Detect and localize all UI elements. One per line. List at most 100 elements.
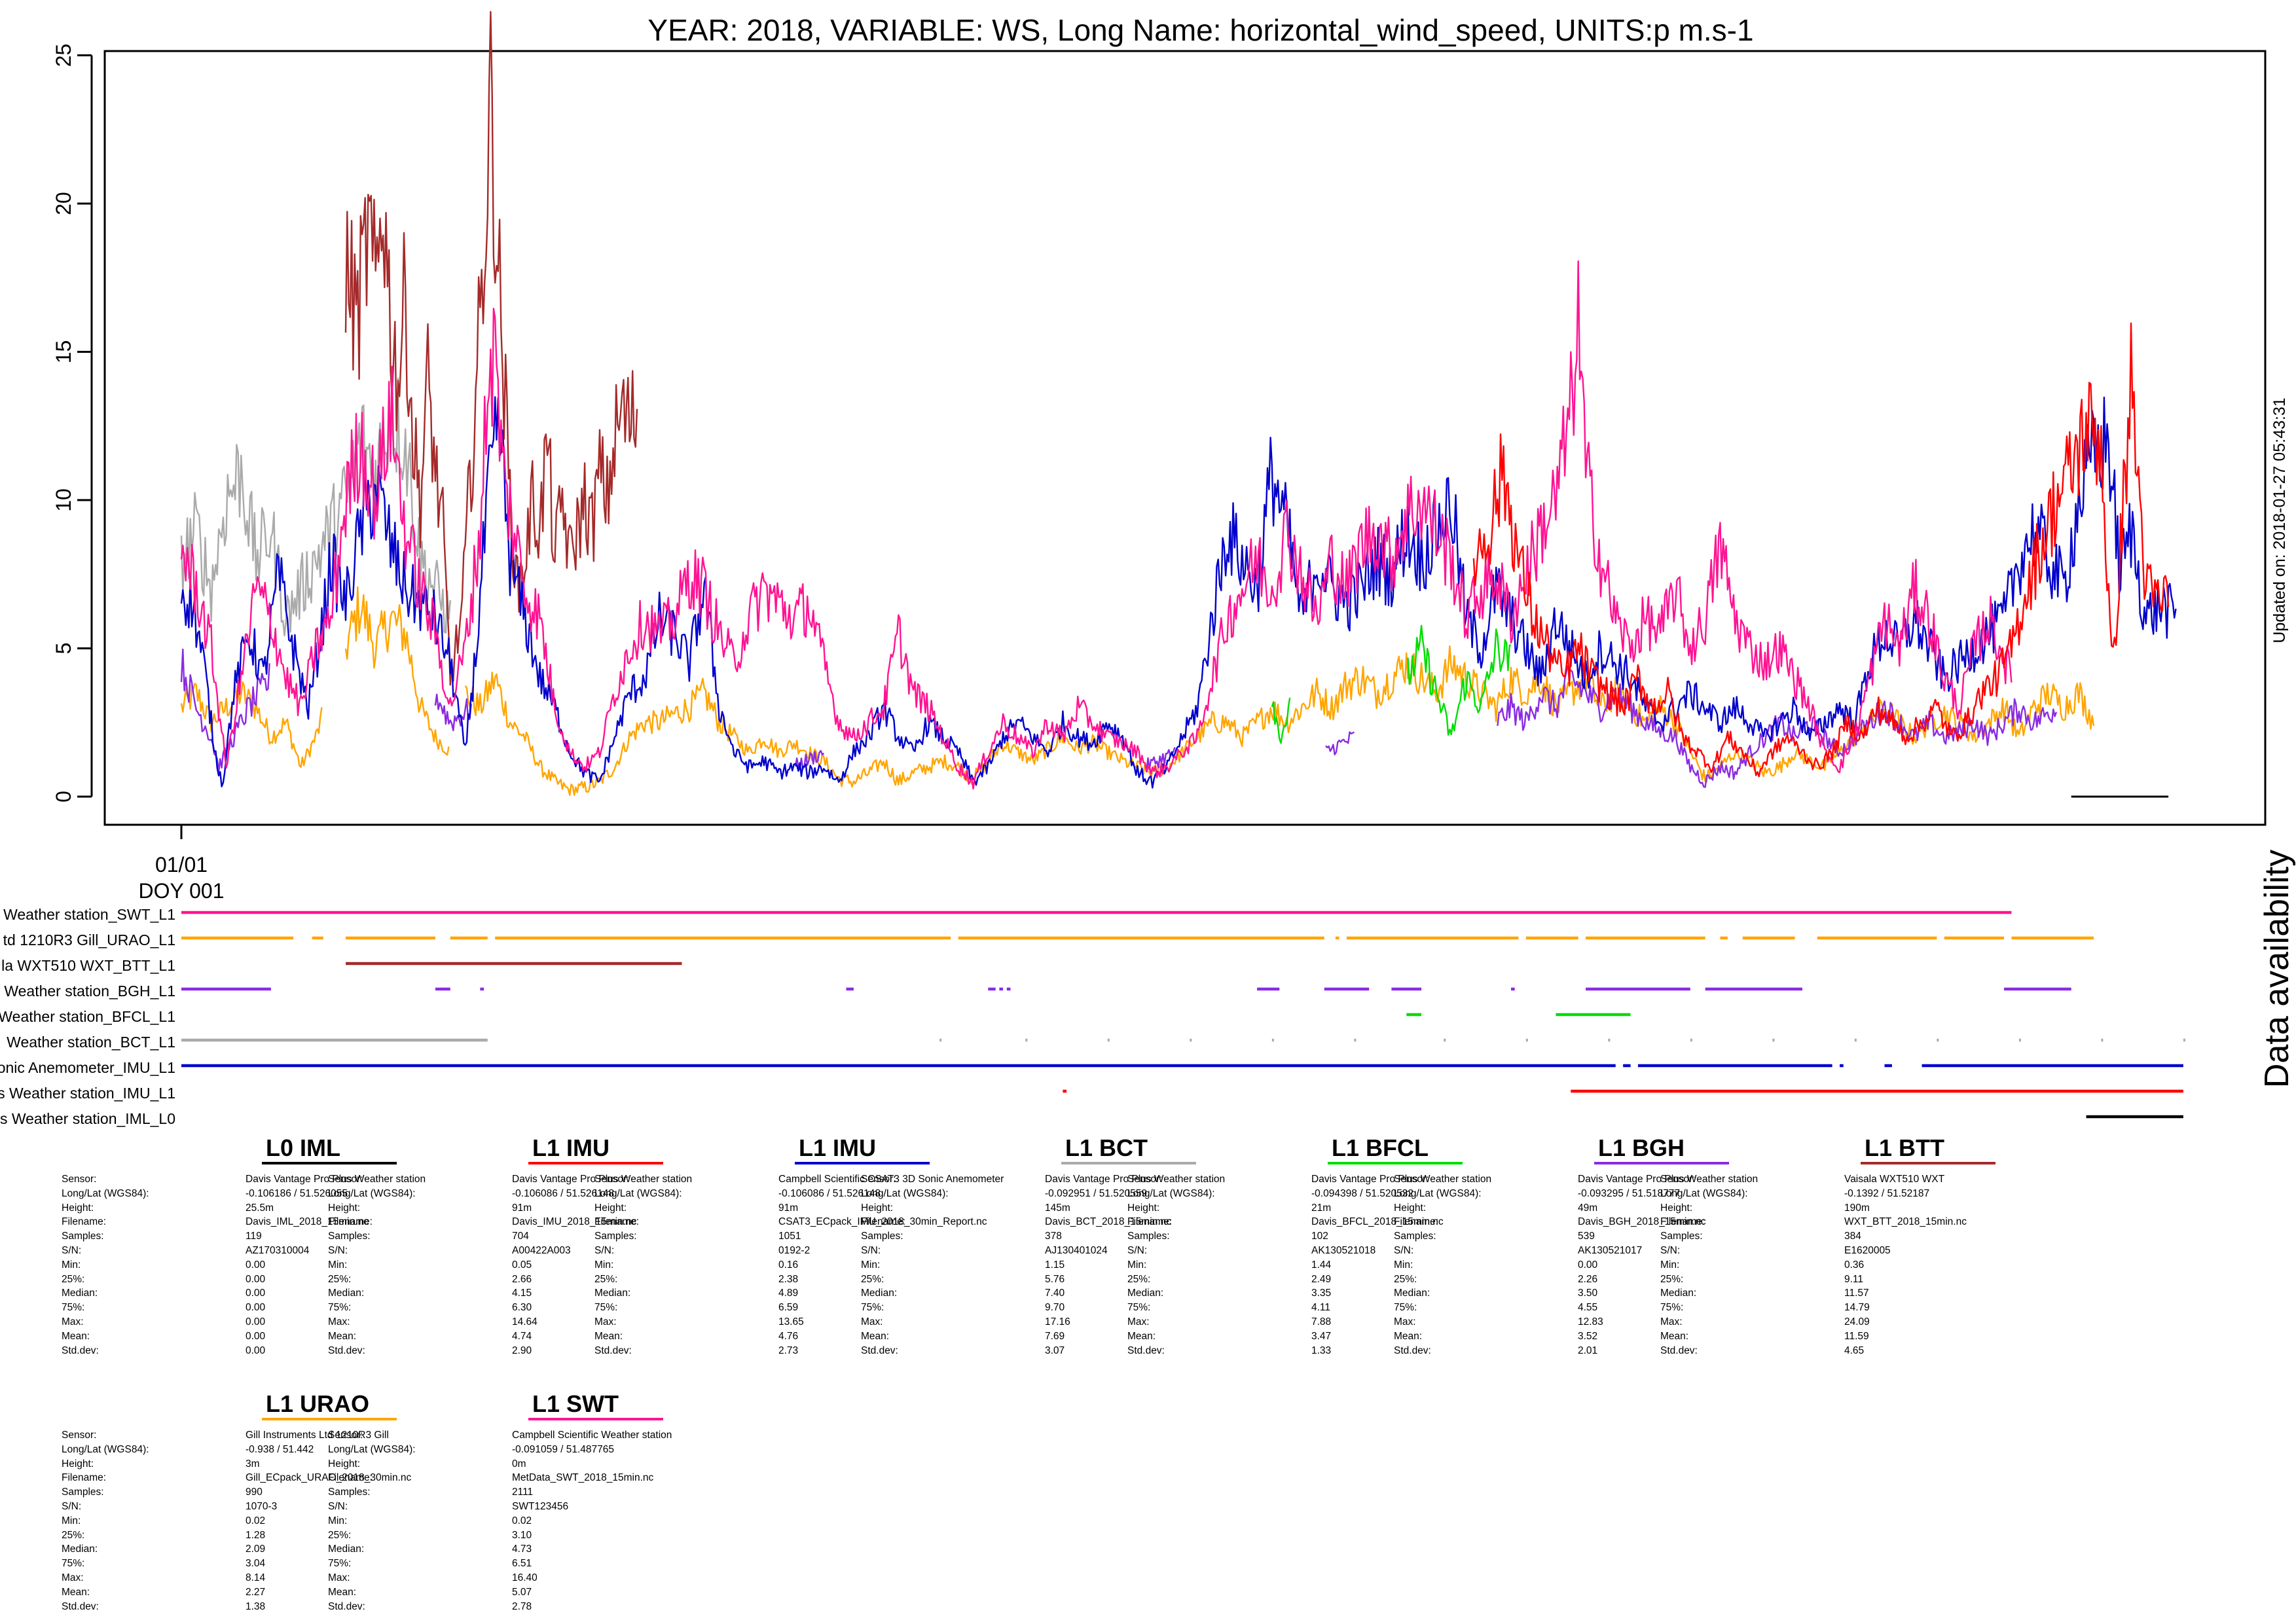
stats-row-label: Long/Lat (WGS84):: [1660, 1187, 1748, 1199]
stats-row-label: Mean:: [328, 1586, 357, 1598]
stats-value: 0.00: [1578, 1259, 1598, 1271]
availability-label: Weather station_SWT_L1: [3, 906, 175, 923]
stats-row-label: Min:: [62, 1515, 81, 1526]
y-axis: 0 5 10 15 20 25: [52, 44, 93, 803]
stats-value: 9.11: [1844, 1273, 1864, 1285]
stats-row-label: Mean:: [328, 1330, 357, 1342]
stats-row-label: Std.dev:: [1394, 1344, 1431, 1356]
stats-value: 0.02: [512, 1515, 532, 1526]
stats-row-label: Height:: [1660, 1202, 1693, 1214]
stats-row-label: Max:: [328, 1316, 350, 1327]
stats-block-color-line: [262, 1162, 397, 1164]
stats-row-label: Sensor:: [594, 1174, 630, 1185]
stats-row-label: Height:: [62, 1202, 94, 1214]
stats-value: 3.04: [246, 1558, 266, 1570]
stats-row-label: Std.dev:: [62, 1600, 99, 1612]
stats-value: 3.47: [1311, 1330, 1332, 1342]
stats-value: 24.09: [1844, 1316, 1870, 1327]
stats-row-label: Samples:: [861, 1231, 903, 1242]
stats-row-label: 25%:: [62, 1529, 85, 1541]
stats-value: 3.10: [512, 1529, 532, 1541]
stats-row-label: Std.dev:: [328, 1600, 365, 1612]
stats-value: 2.26: [1578, 1273, 1598, 1285]
stats-row-label: Median:: [1127, 1288, 1164, 1299]
stats-row-labels: Sensor: Long/Lat (WGS84): Height: Filename:…: [62, 1172, 149, 1358]
stats-value: 14.64: [512, 1316, 538, 1327]
stats-row-label: 75%:: [62, 1558, 85, 1570]
stats-block-color-line: [262, 1418, 397, 1420]
stats-row-label: Max:: [62, 1316, 84, 1327]
series-line-bct-l1: [180, 377, 451, 637]
stats-row-label: S/N:: [328, 1244, 348, 1256]
stats-row-label: Max:: [62, 1572, 84, 1583]
stats-row-label: Samples:: [62, 1487, 104, 1498]
stats-block-title: L1 BCT: [1065, 1134, 1148, 1161]
stats-row-label: Median:: [62, 1288, 98, 1299]
stats-row-label: Median:: [62, 1543, 98, 1555]
stats-row-label: Long/Lat (WGS84):: [861, 1187, 949, 1199]
stats-row-label: Filename:: [1660, 1216, 1705, 1228]
stats-row-label: Min:: [1660, 1259, 1680, 1271]
stats-row-label: Mean:: [1394, 1330, 1423, 1342]
stats-row-label: Long/Lat (WGS84):: [1394, 1187, 1482, 1199]
stats-row-label: Samples:: [328, 1231, 371, 1242]
stats-row-label: Samples:: [1394, 1231, 1436, 1242]
stats-value: E1620005: [1844, 1244, 1891, 1256]
stats-block-title: L1 IMU: [799, 1134, 877, 1161]
stats-value: Davis Vantage Pro Plus Weather station: [512, 1174, 693, 1185]
stats-block-color-line: [1061, 1162, 1196, 1164]
stats-row-label: Max:: [1660, 1316, 1683, 1327]
stats-value: Campbell Scientific CSAT3 3D Sonic Anemo…: [778, 1174, 1004, 1185]
stats-block-title: L0 IML: [266, 1134, 340, 1161]
series-line-bgh-l1: [180, 648, 2058, 788]
stats-value: 14.79: [1844, 1302, 1870, 1314]
stats-value: 1.28: [246, 1529, 266, 1541]
stats-value: 990: [246, 1487, 263, 1498]
stats-row-label: 25%:: [861, 1273, 884, 1285]
stats-value: 8.14: [246, 1572, 266, 1583]
stats-row-label: Min:: [861, 1259, 881, 1271]
stats-row-label: Sensor:: [328, 1174, 363, 1185]
stats-row-label: Samples:: [1660, 1231, 1703, 1242]
stats-row-label: S/N:: [861, 1244, 881, 1256]
stats-value: 190m: [1844, 1202, 1870, 1214]
stats-value: CSAT3_ECpack_IMU_2018_30min_Report.nc: [778, 1216, 987, 1228]
stats-value: -0.938 / 51.442: [246, 1443, 314, 1455]
stats-row-label: Long/Lat (WGS84):: [1127, 1187, 1215, 1199]
series-line-btt-l1: [344, 10, 638, 686]
stats-value: 7.69: [1045, 1330, 1065, 1342]
x-tick-doy: DOY 001: [138, 879, 224, 903]
stats-value: Davis Vantage Pro Plus Weather station: [1311, 1174, 1492, 1185]
stats-row-label: 75%:: [861, 1302, 884, 1314]
stats-row-label: 25%:: [1660, 1273, 1684, 1285]
stats-value: 16.40: [512, 1572, 538, 1583]
stats-value: A00422A003: [512, 1244, 571, 1256]
stats-block-title: L1 URAO: [266, 1390, 370, 1417]
stats-row-label: S/N:: [1660, 1244, 1681, 1256]
stats-row-label: 75%:: [1394, 1302, 1417, 1314]
stats-row-label: Mean:: [62, 1330, 90, 1342]
stats-row-label: 75%:: [328, 1558, 352, 1570]
series-line-bfcl-l1: [1271, 624, 1512, 744]
stats-values: Campbell Scientific Weather station -0.09…: [512, 1428, 672, 1614]
stats-row-label: Mean:: [1127, 1330, 1156, 1342]
stats-value: MetData_SWT_2018_15min.nc: [512, 1472, 654, 1484]
stats-value: 2.01: [1578, 1344, 1598, 1356]
stats-row-label: Median:: [1660, 1288, 1697, 1299]
stats-row-label: Min:: [594, 1259, 614, 1271]
stats-value: 2.73: [778, 1344, 799, 1356]
stats-value: 1.44: [1311, 1259, 1332, 1271]
stats-row-label: S/N:: [328, 1500, 348, 1512]
stats-row-label: Mean:: [861, 1330, 890, 1342]
stats-row-label: Long/Lat (WGS84):: [594, 1187, 682, 1199]
stats-value: 1051: [778, 1231, 801, 1242]
stats-row-label: Sensor:: [62, 1174, 97, 1185]
availability-label: Weather station_BCT_L1: [7, 1034, 175, 1051]
stats-row-label: Max:: [328, 1572, 350, 1583]
availability-label: s Weather station_IML_L0: [0, 1110, 175, 1127]
stats-row-label: Height:: [1127, 1202, 1160, 1214]
stats-row-label: S/N:: [1127, 1244, 1148, 1256]
stats-value: 9.70: [1045, 1302, 1065, 1314]
stats-value: 704: [512, 1231, 529, 1242]
stats-value: 11.59: [1844, 1330, 1869, 1342]
